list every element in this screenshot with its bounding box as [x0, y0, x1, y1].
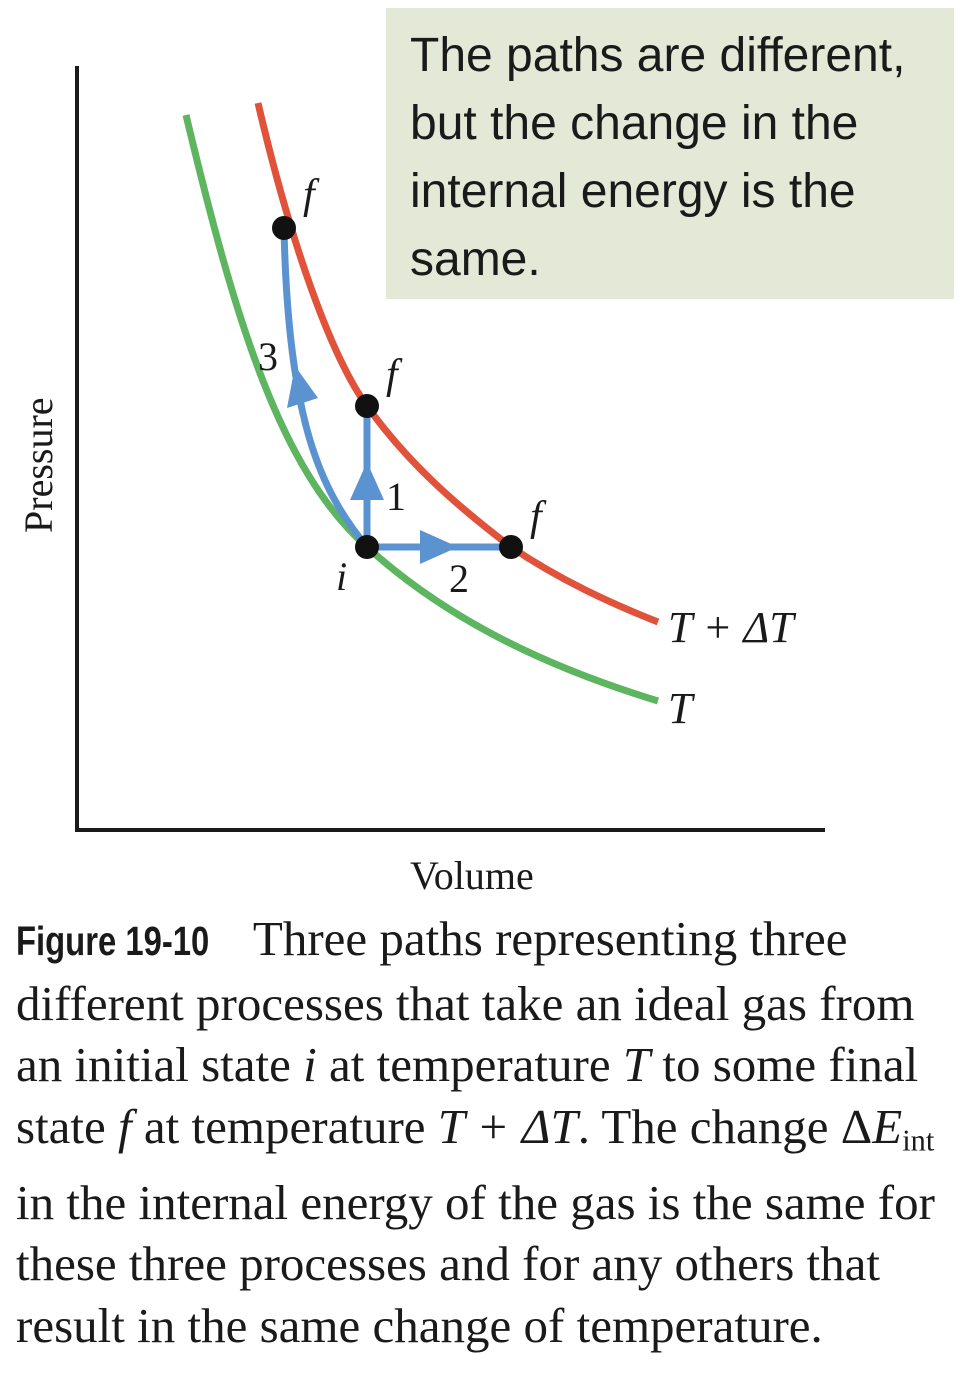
callout-line: The paths are different,: [410, 29, 906, 82]
path-2-label: 2: [449, 556, 469, 601]
y-axis-label: Pressure: [16, 397, 61, 533]
pv-diagram: i f f f 1 2 3 T + ΔT T Pressure Volume: [16, 66, 825, 898]
callout-box: The paths are different, but the change …: [386, 8, 954, 299]
curve-label-t-plus-dt: T + ΔT: [668, 603, 797, 652]
caption-initial-symbol: i: [303, 1037, 317, 1092]
final-state-label-3: f: [303, 172, 320, 218]
path-3-line: [280, 227, 370, 550]
callout-line: same.: [410, 233, 541, 286]
caption-text: at temperature: [131, 1098, 438, 1154]
caption-text: at temperature: [316, 1037, 623, 1092]
path-1-arrow-icon: [350, 462, 384, 500]
caption-energy-symbol: E: [872, 1098, 903, 1154]
final-state-point-3: [272, 216, 296, 240]
callout-line: but the change in the: [410, 97, 859, 150]
figure-caption: Figure 19-10 Three paths representing th…: [16, 908, 956, 1356]
caption-text: to some final state: [16, 1037, 919, 1154]
caption-text: Three paths representing three different…: [16, 911, 915, 1092]
final-state-label-1: f: [386, 352, 403, 398]
path-3-arrow-icon: [287, 366, 318, 408]
path-2-arrow-icon: [420, 530, 458, 564]
final-state-label-2: f: [530, 494, 547, 540]
callout-line: internal energy is the: [410, 165, 856, 218]
curve-label-t: T: [668, 684, 696, 733]
caption-text: . The change Δ: [577, 1098, 873, 1154]
initial-state-point: [355, 535, 379, 559]
callout-text: The paths are different, but the change …: [410, 22, 950, 294]
path-3-label: 3: [258, 334, 278, 379]
path-1-label: 1: [386, 474, 406, 519]
final-state-point-2: [499, 535, 523, 559]
caption-text: in the internal energy of the gas is the…: [16, 1174, 935, 1353]
x-axis-label: Volume: [410, 853, 534, 898]
caption-temperature-symbol: T: [622, 1037, 651, 1092]
isotherm-t-plus-dt-curve: [254, 102, 660, 626]
caption-temperature-sum: T + ΔT: [437, 1098, 578, 1154]
caption-subscript: int: [902, 1123, 935, 1158]
final-state-point-1: [355, 394, 379, 418]
caption-final-symbol: f: [118, 1098, 132, 1154]
initial-state-label: i: [336, 554, 347, 599]
figure-label: Figure 19-10: [16, 918, 210, 964]
